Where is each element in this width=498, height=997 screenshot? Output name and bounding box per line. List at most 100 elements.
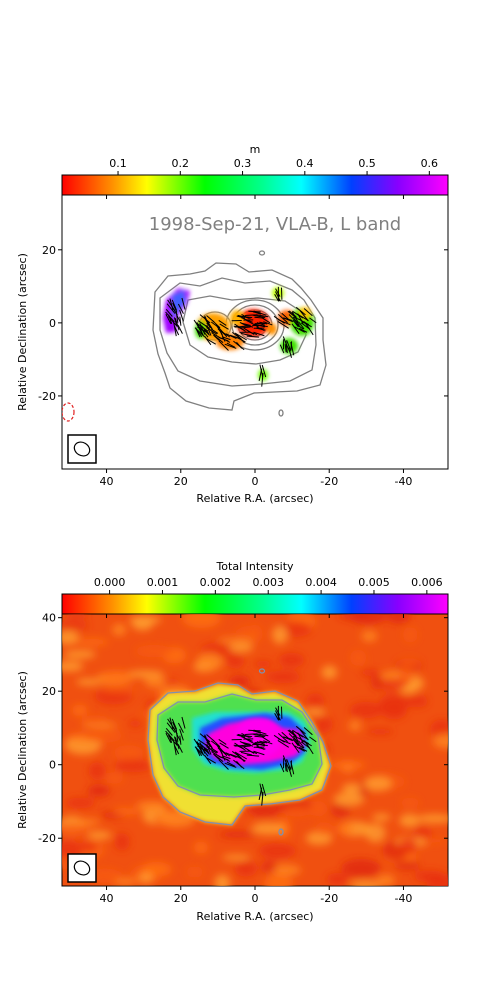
x-tick-label: 20 bbox=[174, 475, 188, 488]
bottom-axis-ticks: 40 20 0 -20 -40 40 20 0 -20 bbox=[38, 612, 448, 905]
pol-vector bbox=[277, 320, 289, 329]
pol-vector bbox=[210, 740, 219, 747]
pol-vector bbox=[303, 308, 313, 317]
y-tick-label: -20 bbox=[38, 390, 56, 403]
pol-vector bbox=[165, 732, 172, 743]
pol-vector bbox=[177, 325, 183, 334]
pol-vector bbox=[241, 732, 250, 738]
pol-vector bbox=[293, 737, 300, 745]
top-pol-vectors bbox=[165, 286, 317, 387]
y-tick-label: 20 bbox=[42, 244, 56, 257]
noise-blob bbox=[321, 665, 338, 680]
noise-blob bbox=[71, 704, 88, 717]
pol-vector bbox=[291, 742, 300, 754]
highlight-ellipse bbox=[62, 402, 75, 422]
noise-blob bbox=[400, 797, 420, 808]
pol-vector bbox=[176, 734, 182, 743]
noise-blob bbox=[100, 685, 138, 693]
pol-vector bbox=[199, 323, 206, 335]
pol-vector bbox=[174, 737, 180, 750]
pol-vector bbox=[213, 334, 224, 343]
pol-vector bbox=[212, 320, 221, 329]
pol-vector bbox=[298, 321, 305, 330]
noise-blob bbox=[113, 759, 153, 773]
bottom-contour-inner bbox=[156, 693, 323, 798]
top-beam bbox=[67, 434, 97, 464]
pol-vector bbox=[210, 321, 219, 328]
pol-vector bbox=[239, 745, 251, 748]
x-tick-label: 40 bbox=[100, 892, 114, 905]
bottom-plot-content bbox=[62, 614, 448, 886]
pol-vector bbox=[235, 744, 244, 750]
noise-blob bbox=[433, 733, 448, 749]
pol-vector bbox=[165, 727, 173, 736]
noise-blob bbox=[88, 762, 106, 780]
pol-vector bbox=[219, 323, 229, 330]
pol-vector bbox=[181, 297, 186, 310]
pol-vector bbox=[203, 329, 210, 336]
pol-vector bbox=[177, 744, 183, 753]
pol-vector bbox=[181, 716, 186, 729]
noise-blob bbox=[303, 708, 326, 716]
pol-vector bbox=[171, 306, 178, 316]
noise-blob bbox=[258, 843, 297, 859]
pol-vector bbox=[212, 739, 221, 748]
bottom-contours bbox=[147, 668, 332, 836]
pol-vector bbox=[292, 738, 299, 747]
noise-blob bbox=[218, 636, 255, 645]
pol-vector bbox=[165, 313, 172, 324]
pol-vector bbox=[298, 327, 308, 333]
pol-vector bbox=[298, 318, 310, 326]
pol-vector bbox=[274, 294, 280, 302]
noise-blob bbox=[330, 802, 351, 818]
colorbar-tick-label: 0.005 bbox=[358, 576, 390, 589]
pol-vector bbox=[253, 331, 265, 337]
pol-vector bbox=[291, 311, 299, 323]
noise-blob bbox=[360, 669, 381, 677]
noise-blob bbox=[251, 822, 286, 835]
pol-vector bbox=[291, 323, 300, 335]
noise-blob bbox=[85, 728, 123, 743]
pol-vector bbox=[236, 755, 246, 762]
pol-vector bbox=[206, 320, 213, 329]
pol-vector bbox=[217, 744, 228, 757]
pol-vector bbox=[243, 324, 254, 328]
pol-vector bbox=[206, 757, 216, 764]
noise-blob bbox=[234, 860, 258, 877]
noise-blob bbox=[63, 650, 96, 659]
noise-blob bbox=[341, 858, 381, 878]
colorbar-tick-label: 0.3 bbox=[234, 157, 252, 170]
pol-vector bbox=[199, 742, 206, 754]
noise-blob bbox=[363, 776, 392, 792]
pol-vector bbox=[213, 753, 224, 762]
pol-vector bbox=[165, 308, 173, 317]
noise-blob bbox=[413, 870, 446, 883]
colorbar-tick-label: 0.006 bbox=[411, 576, 443, 589]
noise-blob bbox=[87, 831, 112, 840]
pol-vector bbox=[239, 326, 251, 329]
top-colorbar-gradient bbox=[61, 174, 449, 196]
noise-blob bbox=[349, 880, 382, 886]
pol-vector bbox=[243, 743, 254, 747]
pol-vector bbox=[204, 336, 212, 346]
noise-blob bbox=[135, 644, 173, 658]
noise-blob bbox=[278, 652, 305, 668]
x-tick-label: -40 bbox=[394, 475, 412, 488]
pol-blob-12 bbox=[267, 323, 277, 335]
noise-blob bbox=[366, 728, 394, 736]
noise-blob bbox=[214, 874, 231, 886]
pol-vector bbox=[218, 336, 229, 342]
pol-vector bbox=[231, 750, 242, 759]
noise-blob bbox=[348, 614, 388, 625]
pol-vector bbox=[248, 729, 261, 732]
pol-vector bbox=[236, 336, 246, 343]
pol-vector bbox=[218, 340, 229, 351]
noise-blob bbox=[76, 678, 102, 686]
pol-vector bbox=[261, 372, 264, 387]
pol-vector bbox=[218, 739, 227, 745]
pol-vector bbox=[174, 318, 180, 331]
pol-vector bbox=[177, 722, 184, 733]
pol-vector bbox=[291, 730, 299, 742]
colorbar-tick-label: 0.6 bbox=[421, 157, 439, 170]
pol-vector bbox=[240, 751, 252, 756]
